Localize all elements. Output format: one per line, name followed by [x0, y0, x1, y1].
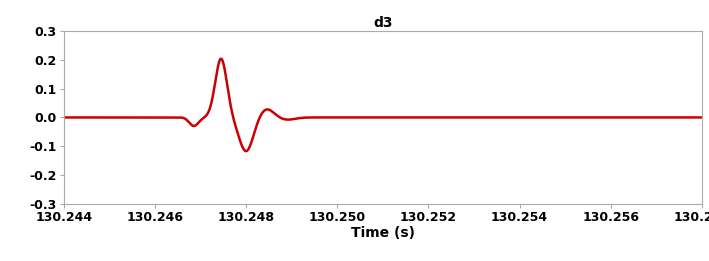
X-axis label: Time (s): Time (s): [351, 226, 415, 240]
Title: d3: d3: [373, 16, 393, 30]
